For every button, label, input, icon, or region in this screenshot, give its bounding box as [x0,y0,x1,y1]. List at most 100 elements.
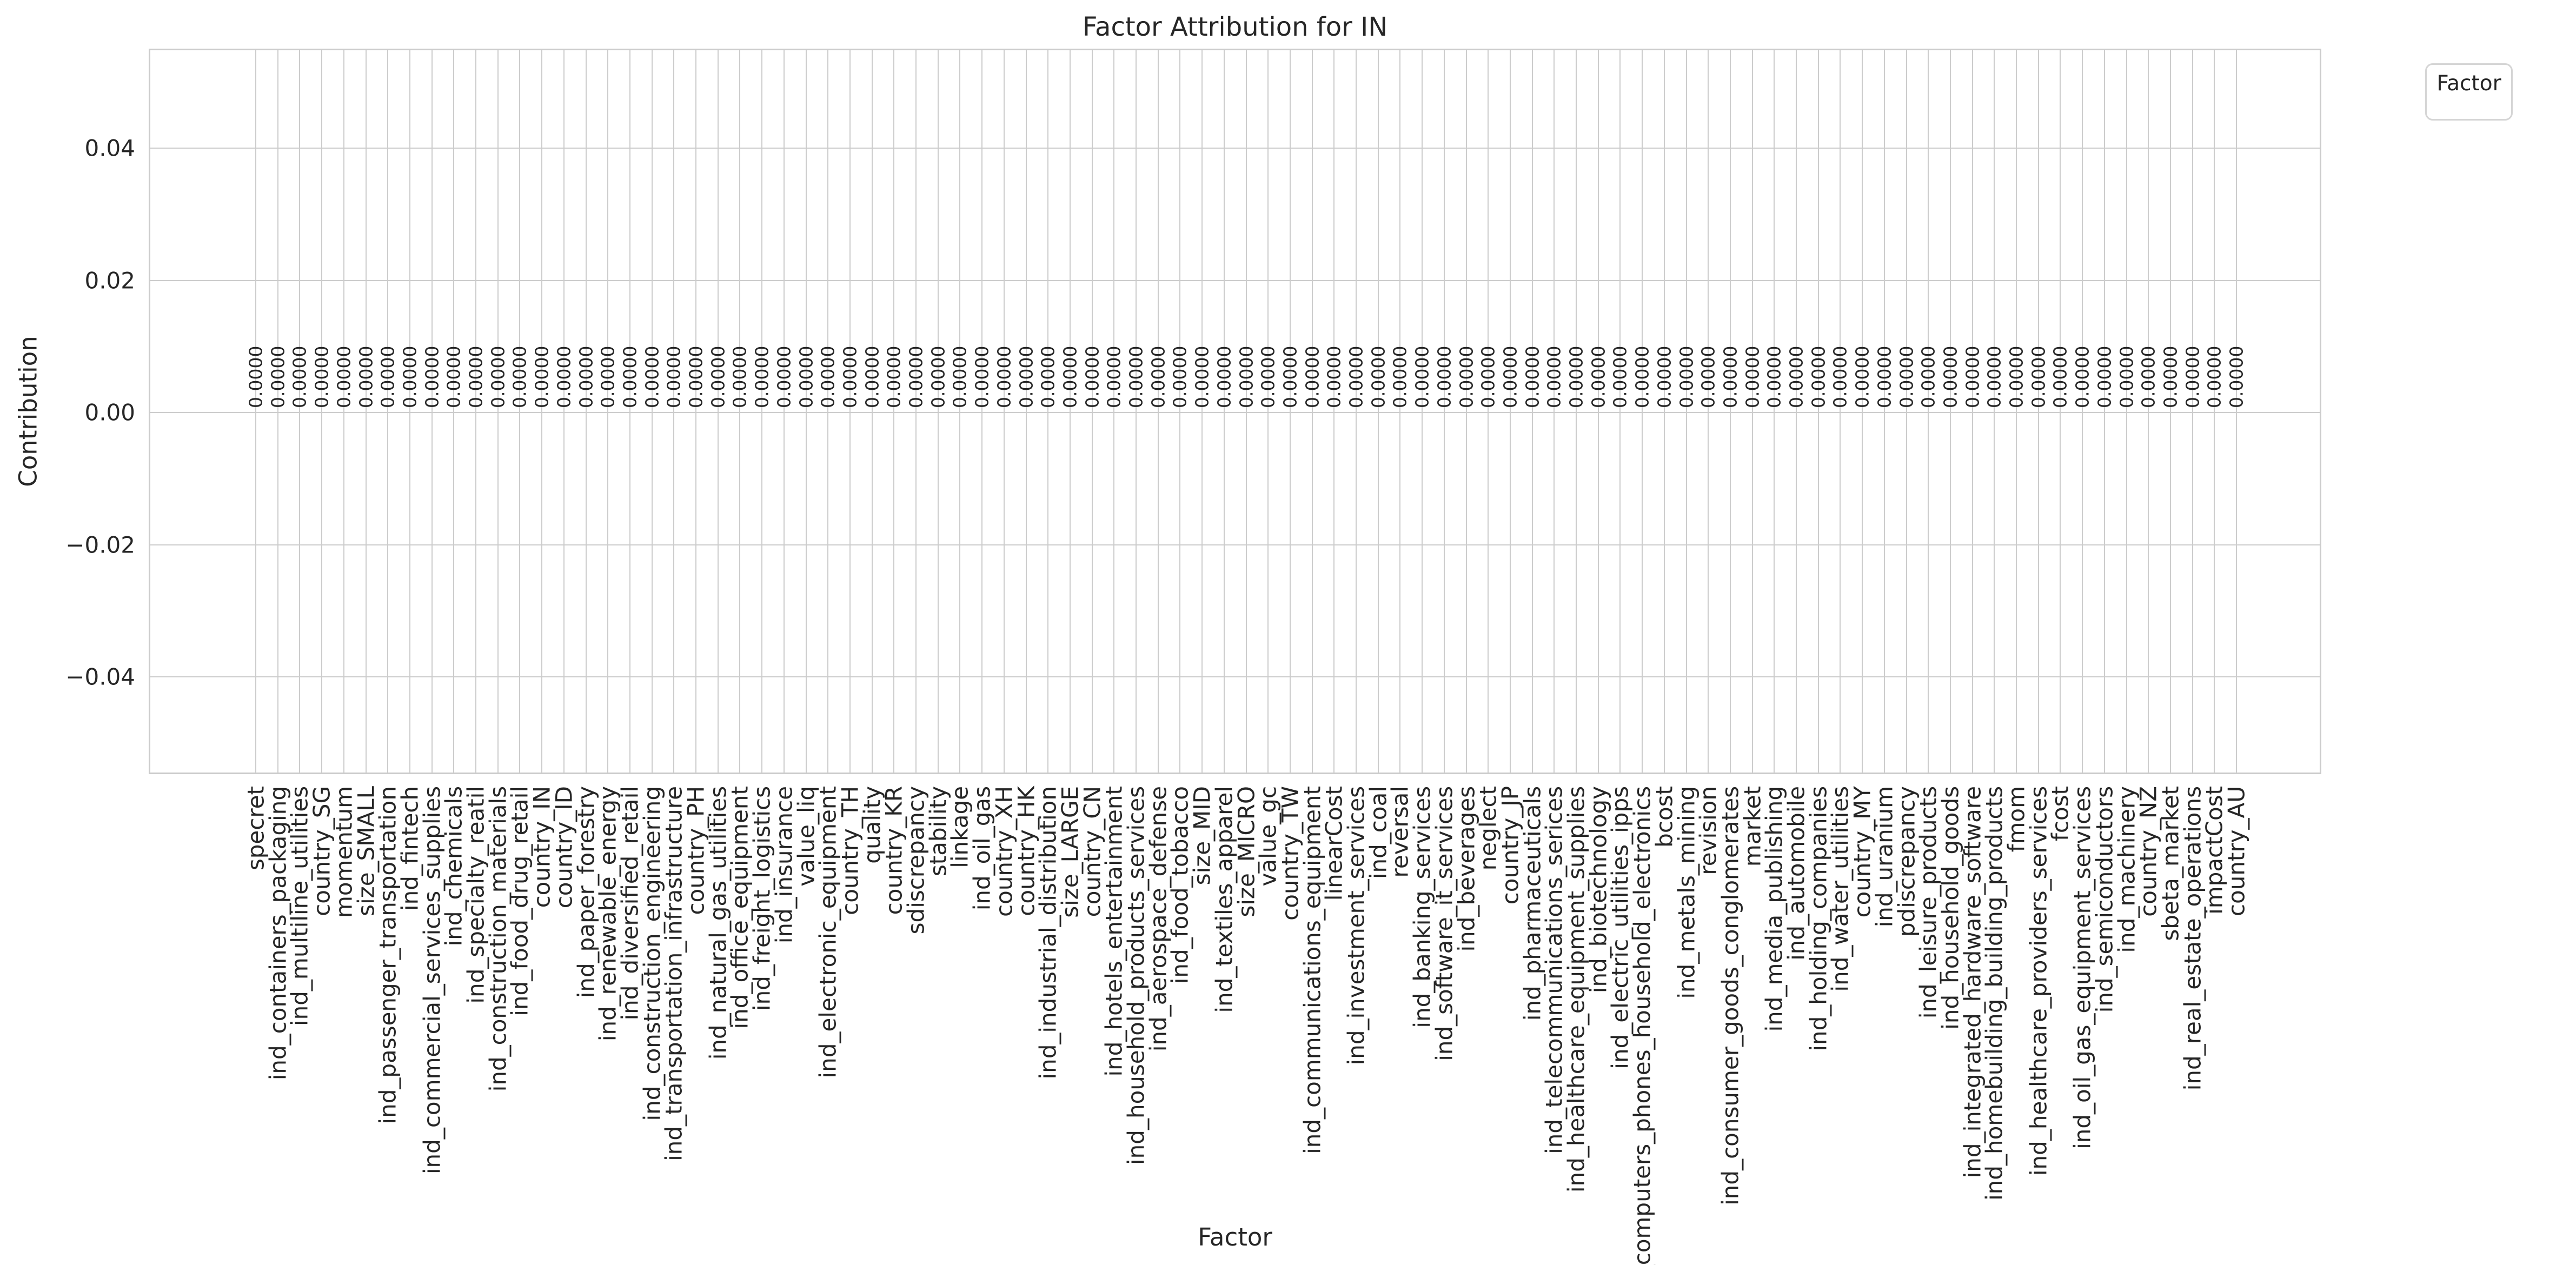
vertical-gridline [1509,49,1511,774]
bar-value-label: 0.0000 [993,345,1015,408]
bar-value-label: 0.0000 [1543,345,1565,408]
horizontal-gridline [149,279,2321,281]
bar-value-label: 0.0000 [861,345,883,408]
vertical-gridline [1422,49,1423,774]
vertical-gridline [1928,49,1929,774]
bar-value-label: 0.0000 [1742,345,1763,408]
vertical-gridline [365,49,367,774]
vertical-gridline [2060,49,2061,774]
vertical-gridline [893,49,895,774]
bar-value-label: 0.0000 [707,345,729,408]
bar-value-label: 0.0000 [2116,345,2137,408]
vertical-gridline [1619,49,1621,774]
bar-value-label: 0.0000 [1015,345,1037,408]
bar-value-label: 0.0000 [1147,345,1169,408]
vertical-gridline [1443,49,1445,774]
vertical-gridline [629,49,630,774]
vertical-gridline [1025,49,1027,774]
y-tick-label: −0.04 [65,663,135,690]
vertical-gridline [1201,49,1203,774]
bar-value-label: 0.0000 [597,345,619,408]
vertical-gridline [1179,49,1181,774]
vertical-gridline [541,49,543,774]
vertical-gridline [871,49,873,774]
bar-value-label: 0.0000 [1676,345,1697,408]
vertical-gridline [1245,49,1247,774]
bar-value-label: 0.0000 [2160,345,2181,408]
vertical-gridline [2148,49,2149,774]
vertical-gridline [915,49,917,774]
y-tick-label: 0.04 [84,135,135,162]
vertical-gridline [981,49,983,774]
vertical-gridline [255,49,256,774]
vertical-gridline [1642,49,1643,774]
vertical-gridline [651,49,653,774]
vertical-gridline [277,49,278,774]
vertical-gridline [563,49,565,774]
bar-value-label: 0.0000 [883,345,905,408]
x-axis-title: Factor [1198,1223,1272,1251]
x-tick-label: ind_healthcare_providers_services [2025,786,2052,1176]
bar-value-label: 0.0000 [443,345,464,408]
vertical-gridline [1091,49,1093,774]
vertical-gridline [1333,49,1335,774]
x-tick-label: country_AU [2223,786,2250,917]
vertical-gridline [783,49,785,774]
vertical-gridline [2103,49,2105,774]
bar-value-label: 0.0000 [927,345,949,408]
vertical-gridline [387,49,389,774]
bar-value-label: 0.0000 [1279,345,1301,408]
bar-value-label: 0.0000 [1763,345,1785,408]
vertical-gridline [937,49,939,774]
bar-value-label: 0.0000 [1522,345,1543,408]
bar-value-label: 0.0000 [839,345,861,408]
vertical-gridline [1267,49,1269,774]
bar-value-label: 0.0000 [333,345,355,408]
vertical-gridline [1708,49,1709,774]
bar-value-label: 0.0000 [1631,345,1653,408]
bar-value-label: 0.0000 [553,345,575,408]
vertical-gridline [1289,49,1291,774]
vertical-gridline [1597,49,1599,774]
vertical-gridline [1663,49,1665,774]
vertical-gridline [1356,49,1357,774]
vertical-gridline [1796,49,1797,774]
vertical-gridline [343,49,344,774]
vertical-gridline [519,49,521,774]
bar-value-label: 0.0000 [1917,345,1939,408]
vertical-gridline [299,49,301,774]
bar-value-label: 0.0000 [2226,345,2247,408]
vertical-gridline [959,49,961,774]
vertical-gridline [2214,49,2215,774]
y-tick-label: −0.02 [65,531,135,558]
vertical-gridline [1003,49,1005,774]
bar-value-label: 0.0000 [1499,345,1521,408]
bar-value-label: 0.0000 [1785,345,1807,408]
vertical-gridline [1488,49,1489,774]
bar-value-label: 0.0000 [1103,345,1125,408]
bar-value-label: 0.0000 [1719,345,1741,408]
bar-value-label: 0.0000 [663,345,685,408]
bar-value-label: 0.0000 [1697,345,1719,408]
vertical-gridline [761,49,763,774]
bar-value-label: 0.0000 [1125,345,1147,408]
bar-value-label: 0.0000 [729,345,751,408]
bar-value-label: 0.0000 [1940,345,1961,408]
bar-value-label: 0.0000 [1323,345,1345,408]
vertical-gridline [2082,49,2083,774]
vertical-gridline [1311,49,1313,774]
legend-box: Factor [2425,63,2513,121]
bar-value-label: 0.0000 [751,345,773,408]
bar-value-label: 0.0000 [1851,345,1873,408]
bar-value-label: 0.0000 [1565,345,1587,408]
vertical-gridline [585,49,587,774]
bar-value-label: 0.0000 [1236,345,1257,408]
horizontal-gridline [149,676,2321,677]
y-tick-label: 0.02 [84,267,135,294]
bar-value-label: 0.0000 [575,345,596,408]
bar-value-label: 0.0000 [1059,345,1081,408]
vertical-gridline [1994,49,1995,774]
bar-value-label: 0.0000 [1367,345,1389,408]
vertical-gridline [453,49,455,774]
vertical-gridline [1576,49,1577,774]
